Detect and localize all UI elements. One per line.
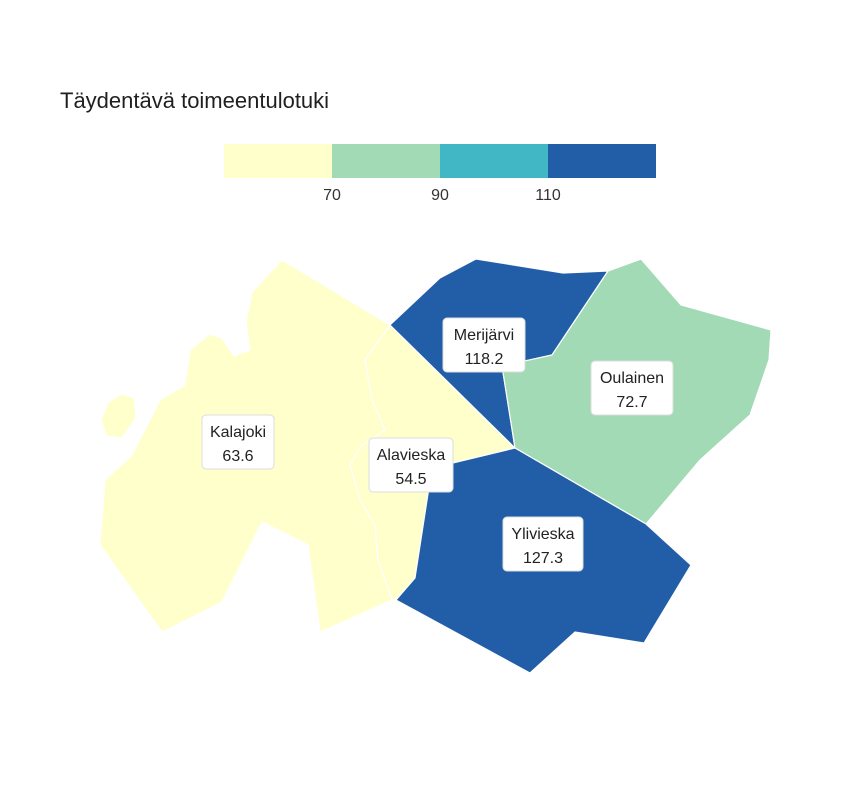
region-name-kalajoki: Kalajoki bbox=[210, 424, 266, 441]
region-value-merijarvi: 118.2 bbox=[465, 351, 504, 368]
label-kalajoki: Kalajoki 63.6 bbox=[201, 414, 275, 470]
legend-tick-70: 70 bbox=[323, 187, 341, 204]
legend-swatch-2 bbox=[332, 144, 440, 178]
legend-tick-90: 90 bbox=[431, 187, 449, 204]
color-legend bbox=[224, 144, 656, 178]
label-alavieska: Alavieska 54.5 bbox=[368, 437, 454, 493]
label-oulainen: Oulainen 72.7 bbox=[590, 360, 674, 416]
region-value-oulainen: 72.7 bbox=[616, 394, 647, 411]
map-title: Täydentävä toimeentulotuki bbox=[60, 88, 330, 113]
label-ylivieska: Ylivieska 127.3 bbox=[502, 516, 584, 572]
legend-swatch-4 bbox=[548, 144, 656, 178]
region-name-alavieska: Alavieska bbox=[377, 447, 446, 464]
region-name-ylivieska: Ylivieska bbox=[511, 526, 574, 543]
region-name-merijarvi: Merijärvi bbox=[454, 327, 514, 344]
region-kalajoki-island[interactable] bbox=[100, 393, 137, 439]
region-value-kalajoki: 63.6 bbox=[222, 448, 253, 465]
region-value-ylivieska: 127.3 bbox=[523, 550, 563, 567]
legend-tick-110: 110 bbox=[535, 187, 561, 204]
label-merijarvi: Merijärvi 118.2 bbox=[442, 317, 526, 373]
region-value-alavieska: 54.5 bbox=[395, 471, 426, 488]
region-name-oulainen: Oulainen bbox=[600, 370, 664, 387]
legend-swatch-1 bbox=[224, 144, 332, 178]
legend-swatch-3 bbox=[440, 144, 548, 178]
